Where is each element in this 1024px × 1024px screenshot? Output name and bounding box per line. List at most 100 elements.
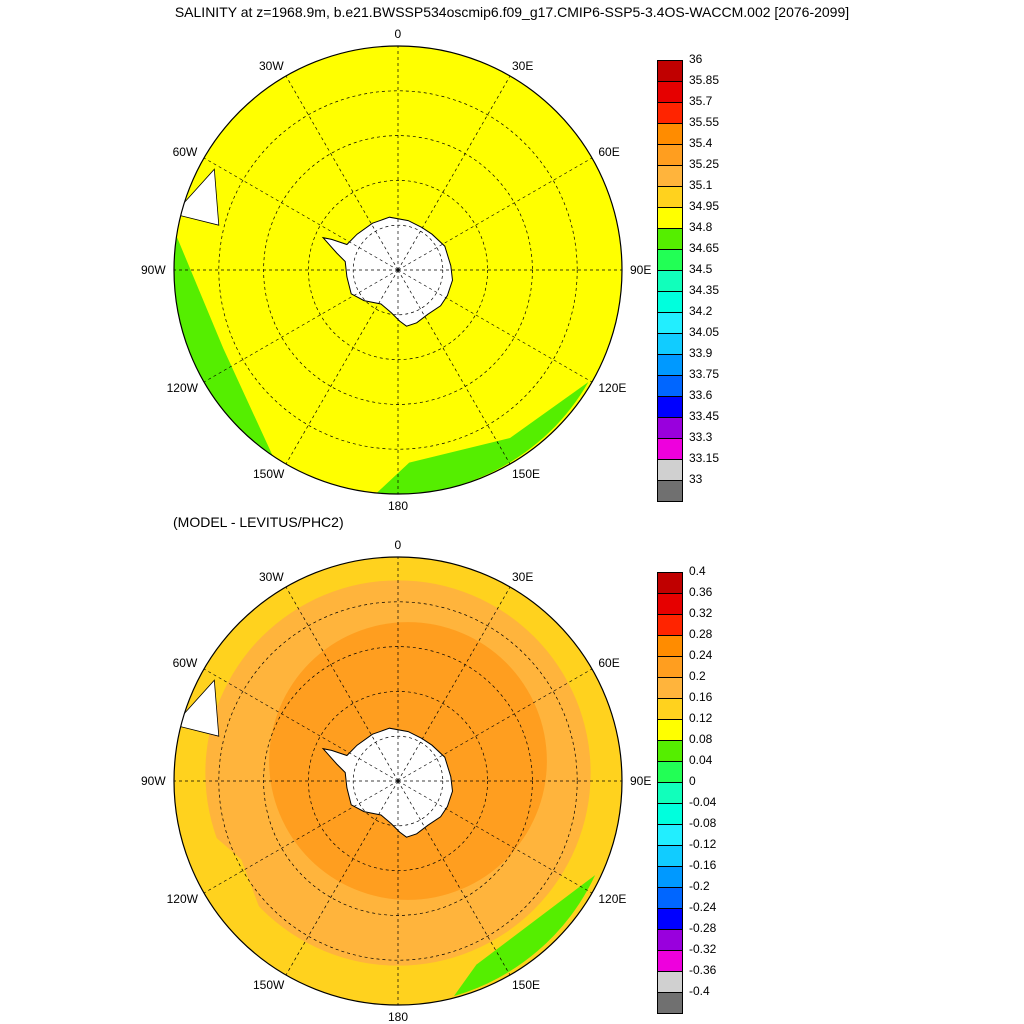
colorbar-swatch bbox=[657, 81, 683, 103]
longitude-label: 120W bbox=[166, 381, 198, 395]
south-america-tip bbox=[174, 168, 220, 226]
colorbar-label: -0.28 bbox=[689, 921, 717, 935]
colorbar-label: 34.35 bbox=[689, 283, 720, 297]
colorbar-swatch bbox=[657, 165, 683, 187]
meridian-line bbox=[397, 269, 511, 465]
colorbar-label: 0.28 bbox=[689, 627, 713, 641]
meridian-line bbox=[285, 780, 399, 976]
colorbar-label: 0.24 bbox=[689, 648, 713, 662]
colorbar-swatch bbox=[657, 908, 683, 930]
colorbar-label: -0.04 bbox=[689, 795, 717, 809]
colorbar-label: 33 bbox=[689, 472, 703, 486]
colorbar-label: 0.08 bbox=[689, 732, 713, 746]
colorbar-swatch bbox=[657, 929, 683, 951]
colorbar-swatch bbox=[657, 333, 683, 355]
longitude-label: 90W bbox=[141, 774, 166, 788]
longitude-label: 30W bbox=[259, 58, 284, 73]
colorbar-label: -0.4 bbox=[689, 984, 710, 998]
colorbar-label: 34.5 bbox=[689, 262, 713, 276]
colorbar-label: -0.36 bbox=[689, 963, 717, 977]
colorbar-swatch bbox=[657, 740, 683, 762]
latitude-circle bbox=[308, 691, 488, 871]
colorbar-label: 0.4 bbox=[689, 564, 706, 578]
colorbar-label: 33.45 bbox=[689, 409, 720, 423]
colorbar-swatch bbox=[657, 375, 683, 397]
colorbar-swatch bbox=[657, 782, 683, 804]
colorbar-swatch bbox=[657, 572, 683, 594]
colorbar-label: -0.2 bbox=[689, 879, 710, 893]
longitude-label: 120E bbox=[598, 892, 627, 906]
figure-title: SALINITY at z=1968.9m, b.e21.BWSSP534osc… bbox=[174, 4, 850, 20]
colorbar-label: 33.15 bbox=[689, 451, 720, 465]
meridian-line bbox=[203, 269, 399, 383]
colorbar-label: 35.4 bbox=[689, 136, 713, 150]
colorbar-label: 34.95 bbox=[689, 199, 720, 213]
edge-band-southeast bbox=[454, 875, 596, 997]
meridian-line bbox=[397, 780, 511, 976]
colorbar-swatch bbox=[657, 824, 683, 846]
colorbar-label: 0 bbox=[689, 774, 696, 788]
colorbar-label: 0.04 bbox=[689, 753, 713, 767]
colorbar-label: 34.05 bbox=[689, 325, 720, 339]
longitude-label: 30W bbox=[259, 569, 284, 584]
colorbar-label: -0.32 bbox=[689, 942, 717, 956]
colorbar-swatch bbox=[657, 60, 683, 82]
colorbar-swatch bbox=[657, 887, 683, 909]
colorbar-label: -0.24 bbox=[689, 900, 717, 914]
longitude-label: 150W bbox=[253, 467, 285, 482]
longitude-label: 0 bbox=[394, 27, 402, 41]
continent-outline bbox=[321, 216, 454, 327]
longitude-label: 60W bbox=[172, 656, 198, 670]
colorbar-label: 34.2 bbox=[689, 304, 713, 318]
colorbar-swatch bbox=[657, 228, 683, 250]
colorbar-swatch bbox=[657, 698, 683, 720]
anomaly-west bbox=[174, 801, 286, 979]
colorbar-label: 35.25 bbox=[689, 157, 720, 171]
meridian-line bbox=[285, 586, 399, 782]
colorbar-swatch bbox=[657, 459, 683, 481]
meridian-line bbox=[397, 586, 511, 782]
colorbar-label: 35.85 bbox=[689, 73, 720, 87]
longitude-label: 30E bbox=[512, 58, 534, 73]
longitude-label: 30E bbox=[512, 569, 534, 584]
colorbar-label: -0.08 bbox=[689, 816, 717, 830]
colorbar-swatch bbox=[657, 992, 683, 1014]
meridian-line bbox=[397, 269, 593, 383]
colorbar-swatch bbox=[657, 614, 683, 636]
longitude-label: 60W bbox=[172, 145, 198, 159]
continent-outline bbox=[321, 727, 454, 838]
colorbar-swatch bbox=[657, 396, 683, 418]
colorbar-swatch bbox=[657, 677, 683, 699]
colorbar-swatch bbox=[657, 102, 683, 124]
longitude-label: 60E bbox=[598, 145, 620, 159]
colorbar-label: -0.16 bbox=[689, 858, 717, 872]
longitude-label: 60E bbox=[598, 656, 620, 670]
colorbar-swatch bbox=[657, 803, 683, 825]
colorbar-label: 35.7 bbox=[689, 94, 713, 108]
meridian-line bbox=[285, 75, 399, 271]
colorbar-swatch bbox=[657, 144, 683, 166]
colorbar-label: 34.8 bbox=[689, 220, 713, 234]
colorbar-label: 33.75 bbox=[689, 367, 720, 381]
longitude-label: 0 bbox=[394, 538, 402, 552]
colorbar-label: 33.9 bbox=[689, 346, 713, 360]
colorbar-swatch bbox=[657, 186, 683, 208]
edge-band-southeast bbox=[375, 382, 589, 494]
south-america-tip bbox=[174, 679, 220, 737]
top-map bbox=[173, 45, 623, 495]
colorbar-swatch bbox=[657, 438, 683, 460]
meridian-line bbox=[203, 668, 399, 782]
longitude-label: 90W bbox=[141, 263, 166, 277]
edge-band-west bbox=[174, 230, 275, 461]
meridian-line bbox=[285, 269, 399, 465]
latitude-circle bbox=[218, 601, 578, 961]
colorbar-swatch bbox=[657, 971, 683, 993]
colorbar-label: 0.36 bbox=[689, 585, 713, 599]
colorbar-swatch bbox=[657, 656, 683, 678]
colorbar-swatch bbox=[657, 291, 683, 313]
colorbar-swatch bbox=[657, 866, 683, 888]
colorbar-swatch bbox=[657, 270, 683, 292]
colorbar-swatch bbox=[657, 207, 683, 229]
